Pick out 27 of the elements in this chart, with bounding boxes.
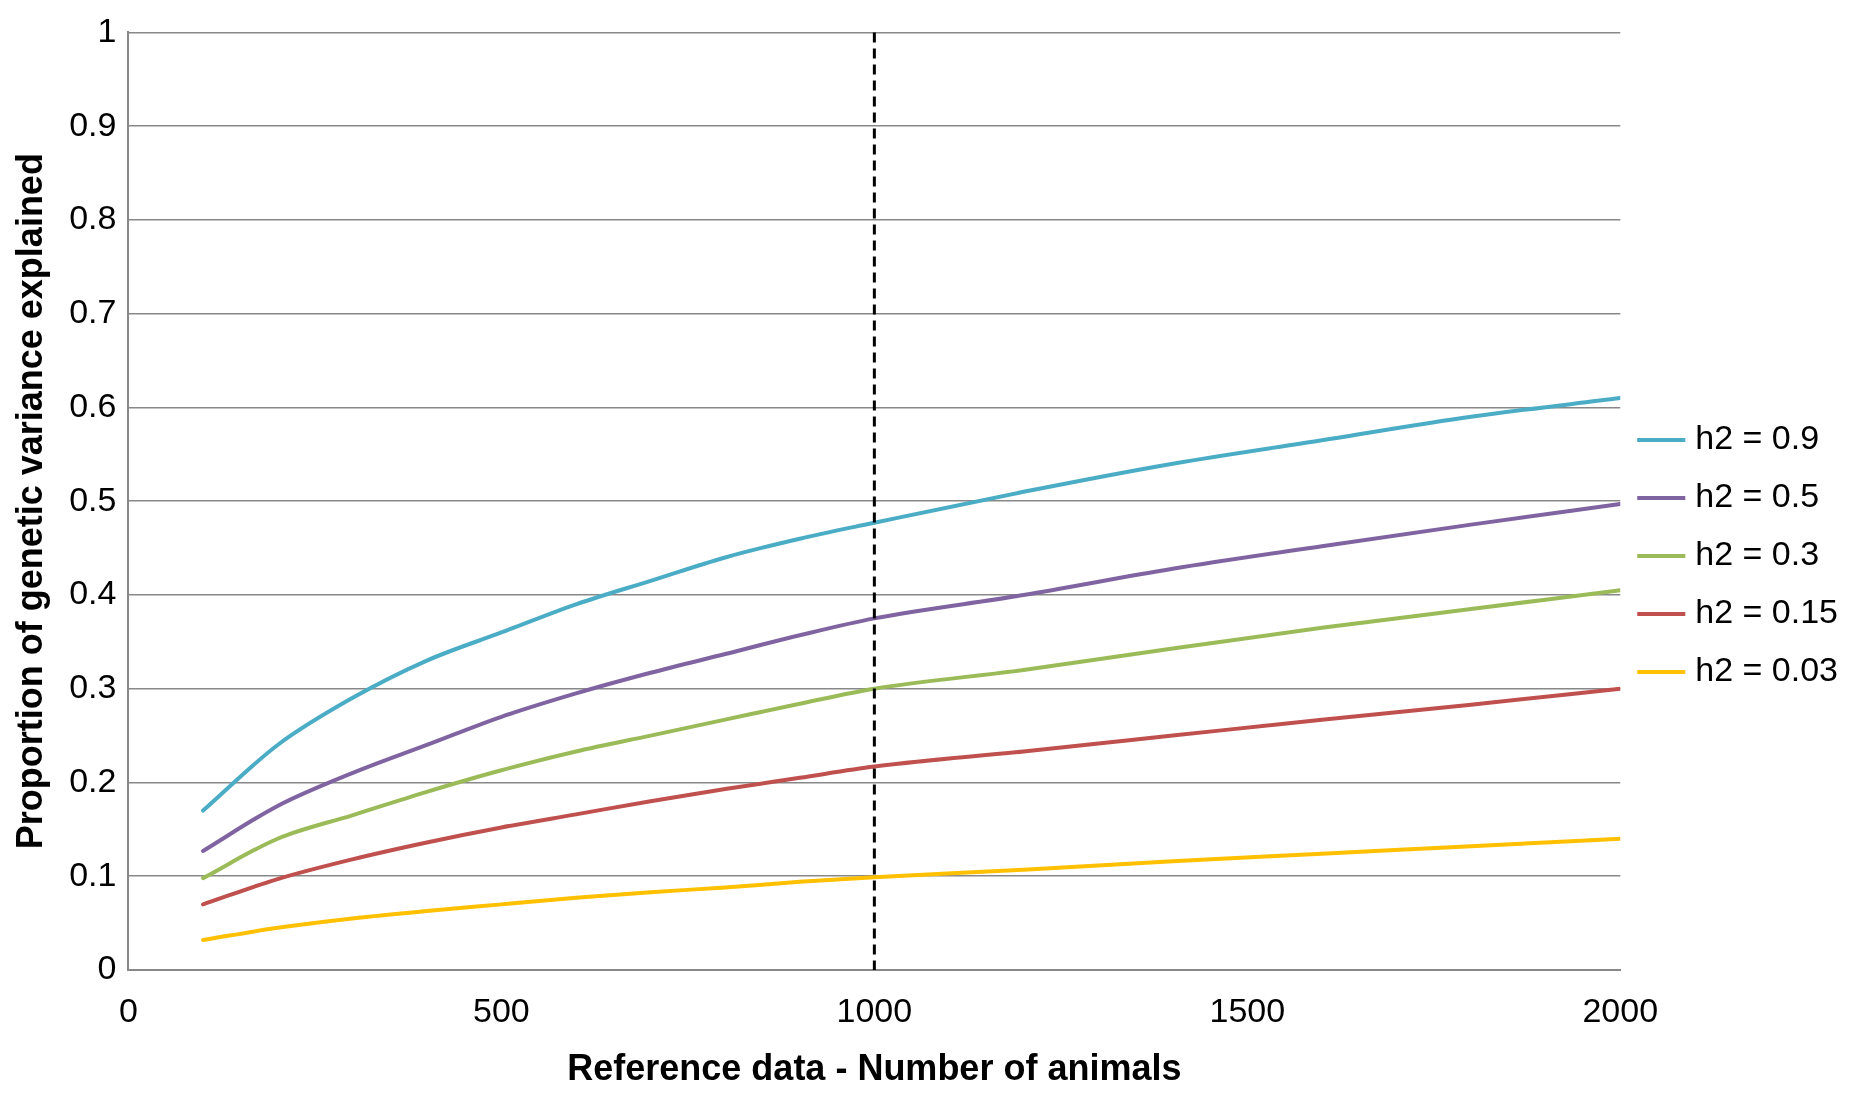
x-tick-label: 1500: [1209, 990, 1286, 1029]
y-tick-label: 0.2: [69, 760, 117, 799]
line-series: [201, 502, 1621, 853]
y-tick-label: 0.8: [69, 198, 117, 237]
y-tick-label: 0: [97, 948, 117, 987]
y-tick-label: 1: [97, 10, 117, 49]
x-tick-label: 500: [473, 990, 530, 1029]
legend-label: h2 = 0.03: [1695, 650, 1839, 689]
y-tick-label: 0.3: [69, 667, 117, 706]
line-series: [201, 396, 1621, 813]
x-tick-label: 1000: [836, 990, 913, 1029]
legend-label: h2 = 0.15: [1695, 592, 1839, 631]
y-tick-label: 0.9: [69, 104, 117, 143]
legend-label: h2 = 0.5: [1695, 476, 1820, 515]
y-axis-title: Proportion of genetic variance explained: [8, 153, 50, 850]
legend-label: h2 = 0.3: [1695, 534, 1820, 573]
y-tick-label: 0.4: [69, 573, 117, 612]
y-tick-label: 0.1: [69, 854, 117, 893]
x-tick-label: 2000: [1582, 990, 1659, 1029]
legend-label: h2 = 0.9: [1695, 418, 1820, 457]
line-series: [201, 686, 1621, 907]
x-axis-title: Reference data - Number of animals: [567, 1047, 1182, 1089]
line-series: [201, 588, 1621, 881]
line-series: [201, 836, 1621, 942]
y-tick-label: 0.6: [69, 385, 117, 424]
y-tick-label: 0.5: [69, 479, 117, 518]
y-tick-label: 0.7: [69, 292, 117, 331]
